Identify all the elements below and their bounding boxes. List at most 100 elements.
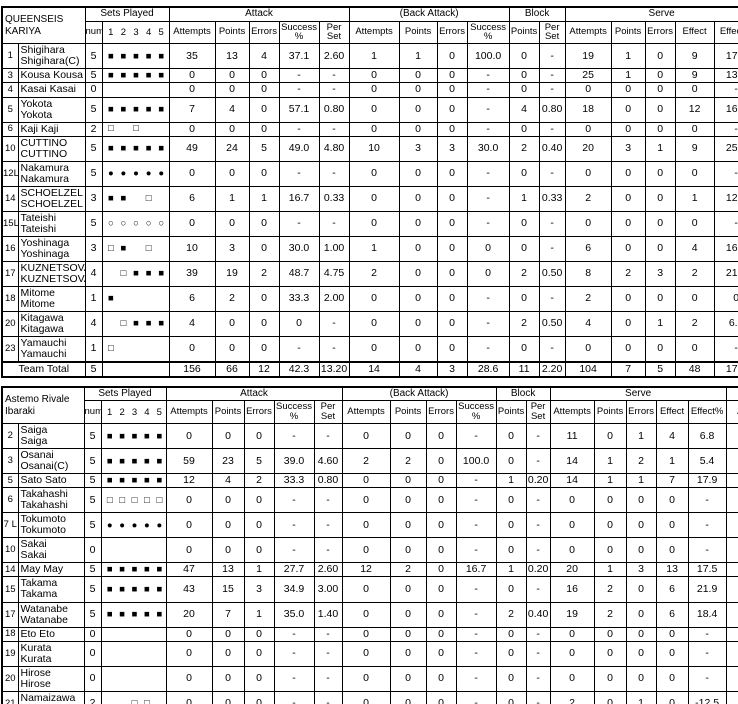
- set-mark: ■: [119, 430, 125, 442]
- back-attack-success-pct-value: 30.0: [466, 135, 510, 162]
- attack-attempts-value: 12: [165, 473, 213, 489]
- back-attack-success-pct-value: -: [466, 335, 510, 363]
- clipped-column-cell: [725, 640, 738, 667]
- attack-attempts-value: 47: [165, 562, 213, 578]
- serve-effect-pct-value: -: [687, 640, 727, 667]
- serve-effect-pct-value: -: [713, 82, 738, 98]
- set-mark: ○: [120, 217, 127, 229]
- jersey-number: 10: [1, 135, 19, 162]
- jersey-number: 15L: [1, 210, 19, 237]
- serve-attempts-value: 0: [549, 626, 595, 642]
- set-mark: ■: [119, 608, 125, 620]
- serve-effect-pct-value: 17.5: [687, 562, 727, 578]
- block-per-set-value: 0.20: [525, 562, 551, 578]
- serve-points-value: 0: [593, 487, 627, 514]
- attack-success-pct-value: -: [273, 640, 315, 667]
- serve-effect-value: 0: [674, 285, 715, 312]
- attack-attempts-value: 0: [168, 82, 216, 98]
- attack-per-set-value: -: [313, 512, 343, 539]
- serve-effect-value: 4: [674, 235, 715, 262]
- block-points-value: 0: [495, 537, 527, 564]
- jersey-number: 17: [1, 601, 19, 628]
- block-points-value: 0: [495, 665, 527, 692]
- back-attack-attempts-value: 0: [341, 601, 391, 628]
- attack-errors-value: 0: [248, 121, 280, 137]
- clipped-column-cell: [725, 487, 738, 514]
- attack-success-pct-value: 49.0: [278, 135, 320, 162]
- set-mark: ●: [119, 519, 125, 531]
- back-attack-errors-value: 0: [436, 335, 468, 363]
- back-attack-attempts-value: 0: [348, 68, 400, 84]
- back-attack-points-value: 0: [398, 285, 438, 312]
- col-header-serve-attempts: Attempts: [564, 20, 612, 45]
- serve-errors-value: 1: [644, 135, 676, 162]
- serve-effect-pct-value: -: [687, 537, 727, 564]
- serve-effect-value: 0: [674, 335, 715, 363]
- set-mark: ■: [131, 564, 138, 576]
- set-mark: □: [144, 697, 150, 704]
- set-mark: ■: [144, 455, 150, 467]
- back-attack-success-pct-value: -: [455, 626, 497, 642]
- set-mark: ■: [144, 583, 150, 595]
- group-header-sets-played: Sets Played: [83, 386, 167, 402]
- group-header-attack: Attack: [165, 386, 343, 402]
- attack-errors-value: 0: [248, 160, 280, 187]
- serve-attempts-value: 0: [564, 335, 612, 363]
- back-attack-points-value: 0: [389, 512, 427, 539]
- back-attack-success-pct-value: -: [466, 68, 510, 84]
- sets-played-marks: ■ ■ ■ ■ ■: [100, 562, 167, 578]
- serve-errors-value: 0: [625, 512, 657, 539]
- attack-per-set-value: 0.33: [318, 185, 350, 212]
- serve-points-value: 1: [593, 448, 627, 475]
- player-row: 3 Osanai Osanai(C) 5 ■ ■ ■ ■ ■ 59 23 5 39.0 4.60 2 2 0 1…: [1, 448, 738, 475]
- player-name: Shigihara Shigihara(C): [17, 43, 86, 70]
- col-header-back-points: Points: [389, 400, 427, 425]
- attack-points-value: 1: [214, 185, 250, 212]
- serve-errors-value: 1: [625, 473, 657, 489]
- set-mark: ○: [158, 217, 165, 229]
- back-attack-errors-value: 0: [436, 235, 468, 262]
- serve-attempts-value: 14: [549, 448, 595, 475]
- set-mark: ■: [107, 50, 114, 62]
- set-mark: ■: [107, 293, 114, 304]
- attack-errors-value: 0: [243, 537, 275, 564]
- serve-attempts-value: 4: [564, 310, 612, 337]
- serve-errors-value: 0: [625, 537, 657, 564]
- set-mark: ■: [131, 608, 138, 620]
- col-header-attack-success-pct: Success %: [278, 20, 320, 45]
- back-attack-success-pct-value: -: [455, 473, 497, 489]
- serve-attempts-value: 20: [549, 562, 595, 578]
- attack-success-pct-value: -: [278, 210, 320, 237]
- col-header-back-attempts: Attempts: [348, 20, 400, 45]
- player-name: Takahashi Takahashi: [17, 487, 85, 514]
- serve-effect-pct-value: 0: [713, 285, 738, 312]
- attack-per-set-value: -: [318, 121, 350, 137]
- block-points-value: 0: [495, 690, 527, 704]
- attack-per-set-value: -: [313, 487, 343, 514]
- back-attack-success-pct-value: -: [466, 82, 510, 98]
- jersey-number: 3: [1, 68, 19, 84]
- attack-points-value: 0: [211, 626, 245, 642]
- jersey-number: 5: [1, 473, 19, 489]
- set-mark: ■: [107, 103, 114, 115]
- serve-points-value: 0: [610, 285, 646, 312]
- jersey-number: 21: [1, 690, 19, 704]
- player-name: Eto Eto: [17, 626, 85, 642]
- back-attack-points-value: 0: [389, 487, 427, 514]
- back-attack-errors-value: 0: [436, 121, 468, 137]
- back-attack-errors-value: 0: [425, 601, 457, 628]
- serve-errors-value: 0: [644, 43, 676, 70]
- player-name: Tateishi Tateishi: [17, 210, 86, 237]
- attack-success-pct-value: -: [273, 665, 315, 692]
- attack-per-set-value: 4.80: [318, 135, 350, 162]
- attack-errors-value: 0: [248, 310, 280, 337]
- attack-attempts-value: 0: [168, 68, 216, 84]
- col-header-attack-attempts: Attempts: [168, 20, 216, 45]
- serve-effect-value: 12: [674, 96, 715, 123]
- sets-played-marks: □ □ □ □ □: [100, 487, 167, 514]
- back-attack-attempts-value: 0: [341, 473, 391, 489]
- clipped-column-cell: [725, 626, 738, 642]
- clipped-column-cell: [725, 448, 738, 475]
- serve-attempts-value: 25: [564, 68, 612, 84]
